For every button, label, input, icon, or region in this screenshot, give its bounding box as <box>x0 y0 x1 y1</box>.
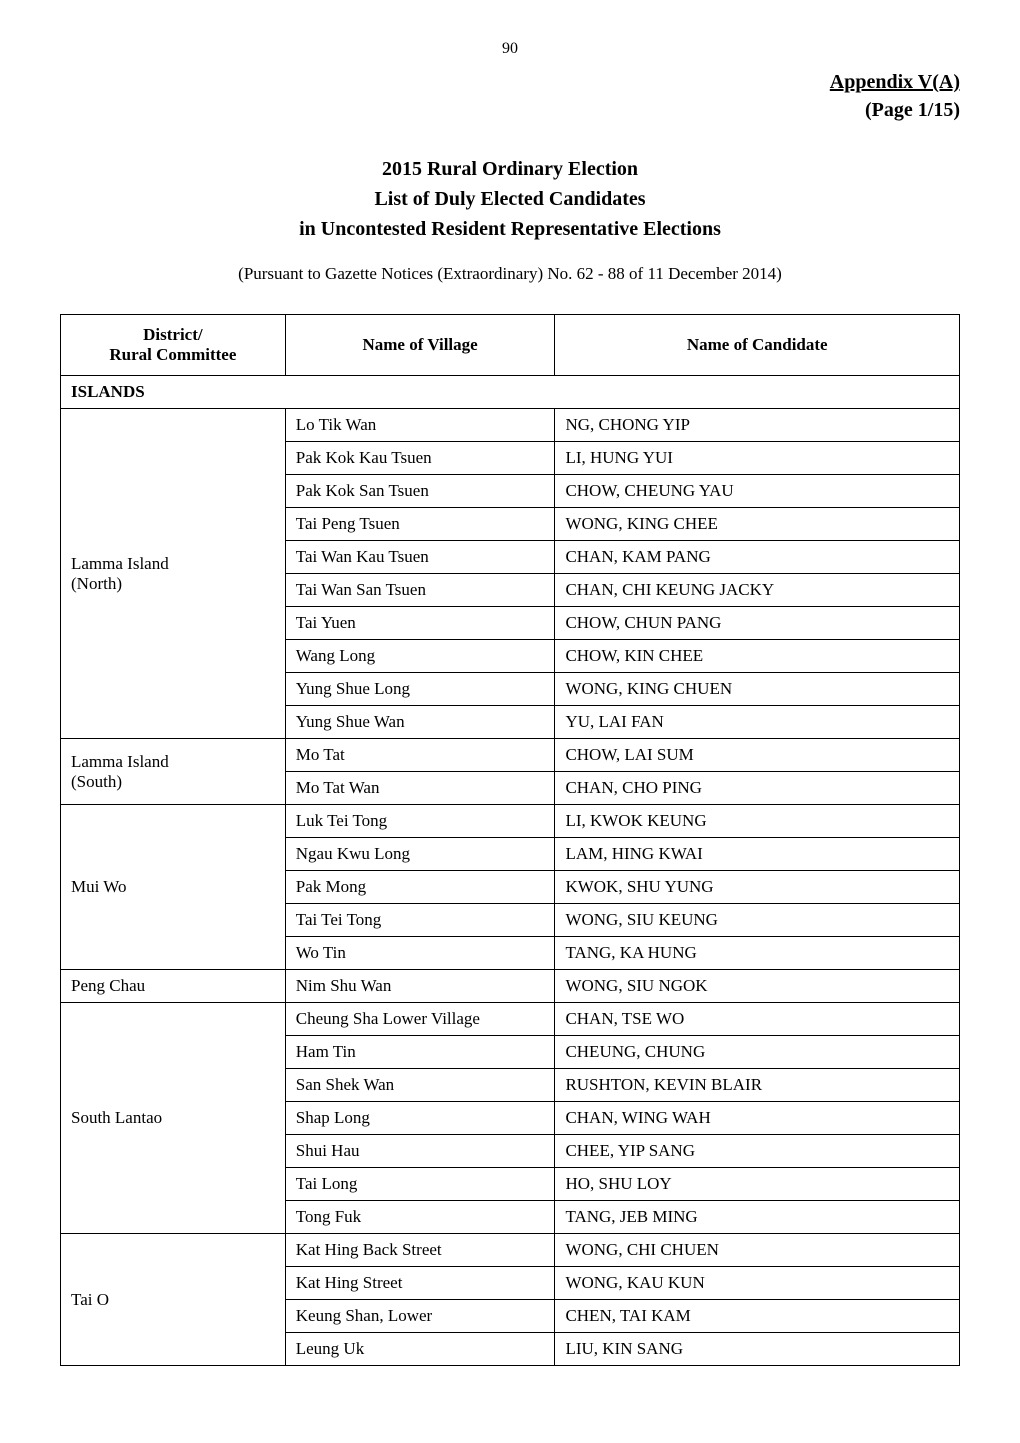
village-cell: Mo Tat Wan <box>285 772 555 805</box>
table-row: Peng Chau Nim Shu WanWONG, SIU NGOK <box>61 970 960 1003</box>
village-cell: Lo Tik Wan <box>285 409 555 442</box>
title-line-1: 2015 Rural Ordinary Election <box>382 158 638 180</box>
candidate-cell: WONG, SIU KEUNG <box>555 904 960 937</box>
candidate-cell: CHAN, TSE WO <box>555 1003 960 1036</box>
candidate-cell: CHAN, CHI KEUNG JACKY <box>555 574 960 607</box>
village-cell: Tai Wan San Tsuen <box>285 574 555 607</box>
appendix-page-label: (Page 1/15) <box>865 99 960 121</box>
candidate-cell: NG, CHONG YIP <box>555 409 960 442</box>
committee-cell: Lamma Island(North) <box>61 409 286 739</box>
village-cell: Tong Fuk <box>285 1201 555 1234</box>
village-cell: Tai Tei Tong <box>285 904 555 937</box>
table-header-row: District/ Rural Committee Name of Villag… <box>61 315 960 376</box>
gazette-note: (Pursuant to Gazette Notices (Extraordin… <box>60 264 960 284</box>
table-row: Lamma Island(North)Lo Tik WanNG, CHONG Y… <box>61 409 960 442</box>
main-title: 2015 Rural Ordinary Election List of Dul… <box>60 154 960 244</box>
village-cell: Ngau Kwu Long <box>285 838 555 871</box>
title-line-2: List of Duly Elected Candidates <box>374 188 645 210</box>
committee-name-line: South Lantao <box>71 1108 162 1127</box>
village-cell: Mo Tat <box>285 739 555 772</box>
title-line-3: in Uncontested Resident Representative E… <box>299 218 721 240</box>
candidate-cell: KWOK, SHU YUNG <box>555 871 960 904</box>
village-cell: Ham Tin <box>285 1036 555 1069</box>
district-header-row: ISLANDS <box>61 376 960 409</box>
candidate-cell: WONG, KAU KUN <box>555 1267 960 1300</box>
village-cell: Tai Wan Kau Tsuen <box>285 541 555 574</box>
village-cell: Wang Long <box>285 640 555 673</box>
committee-name-line: Lamma Island <box>71 554 169 573</box>
village-cell: Yung Shue Wan <box>285 706 555 739</box>
committee-name-line: Peng Chau <box>71 976 145 995</box>
table-row: South LantaoCheung Sha Lower VillageCHAN… <box>61 1003 960 1036</box>
table-row: Mui WoLuk Tei TongLI, KWOK KEUNG <box>61 805 960 838</box>
candidate-cell: CHAN, KAM PANG <box>555 541 960 574</box>
village-cell: Keung Shan, Lower <box>285 1300 555 1333</box>
committee-name-line: (North) <box>71 574 122 593</box>
village-cell: Yung Shue Long <box>285 673 555 706</box>
candidate-cell: LAM, HING KWAI <box>555 838 960 871</box>
candidate-cell: LI, KWOK KEUNG <box>555 805 960 838</box>
candidate-cell: TANG, KA HUNG <box>555 937 960 970</box>
candidate-cell: WONG, KING CHUEN <box>555 673 960 706</box>
village-cell: Kat Hing Back Street <box>285 1234 555 1267</box>
column-label-district-1: District/ <box>143 325 202 344</box>
candidate-cell: CHEN, TAI KAM <box>555 1300 960 1333</box>
candidate-cell: CHOW, KIN CHEE <box>555 640 960 673</box>
candidate-cell: YU, LAI FAN <box>555 706 960 739</box>
table-row: Tai OKat Hing Back StreetWONG, CHI CHUEN <box>61 1234 960 1267</box>
village-cell: Pak Kok Kau Tsuen <box>285 442 555 475</box>
candidate-cell: CHAN, CHO PING <box>555 772 960 805</box>
appendix-header: Appendix V(A) (Page 1/15) <box>60 68 960 124</box>
committee-cell: Lamma Island(South) <box>61 739 286 805</box>
village-cell: Tai Long <box>285 1168 555 1201</box>
page-number: 90 <box>60 40 960 58</box>
village-cell: Luk Tei Tong <box>285 805 555 838</box>
committee-cell: Tai O <box>61 1234 286 1366</box>
candidate-cell: CHOW, CHUN PANG <box>555 607 960 640</box>
committee-cell: Mui Wo <box>61 805 286 970</box>
committee-name-line: Mui Wo <box>71 877 126 896</box>
committee-cell: South Lantao <box>61 1003 286 1234</box>
village-cell: Pak Mong <box>285 871 555 904</box>
committee-name-line: Tai O <box>71 1290 109 1309</box>
candidate-cell: LI, HUNG YUI <box>555 442 960 475</box>
village-cell: Tai Yuen <box>285 607 555 640</box>
candidate-cell: CHOW, LAI SUM <box>555 739 960 772</box>
district-header-cell: ISLANDS <box>61 376 960 409</box>
village-cell: Pak Kok San Tsuen <box>285 475 555 508</box>
column-label-district-2: Rural Committee <box>109 345 236 364</box>
column-header-district: District/ Rural Committee <box>61 315 286 376</box>
committee-cell: Peng Chau <box>61 970 286 1003</box>
village-cell: San Shek Wan <box>285 1069 555 1102</box>
candidate-cell: CHAN, WING WAH <box>555 1102 960 1135</box>
candidate-cell: WONG, SIU NGOK <box>555 970 960 1003</box>
appendix-title: Appendix V(A) <box>830 71 960 93</box>
candidate-cell: CHOW, CHEUNG YAU <box>555 475 960 508</box>
column-header-candidate: Name of Candidate <box>555 315 960 376</box>
committee-name-line: (South) <box>71 772 122 791</box>
table-body: ISLANDSLamma Island(North)Lo Tik WanNG, … <box>61 376 960 1366</box>
table-row: Lamma Island(South)Mo TatCHOW, LAI SUM <box>61 739 960 772</box>
village-cell: Wo Tin <box>285 937 555 970</box>
candidate-cell: CHEUNG, CHUNG <box>555 1036 960 1069</box>
village-cell: Tai Peng Tsuen <box>285 508 555 541</box>
column-header-village: Name of Village <box>285 315 555 376</box>
village-cell: Shap Long <box>285 1102 555 1135</box>
candidate-cell: CHEE, YIP SANG <box>555 1135 960 1168</box>
candidate-cell: HO, SHU LOY <box>555 1168 960 1201</box>
candidates-table: District/ Rural Committee Name of Villag… <box>60 314 960 1366</box>
candidate-cell: WONG, KING CHEE <box>555 508 960 541</box>
village-cell: Leung Uk <box>285 1333 555 1366</box>
candidate-cell: RUSHTON, KEVIN BLAIR <box>555 1069 960 1102</box>
village-cell: Nim Shu Wan <box>285 970 555 1003</box>
village-cell: Shui Hau <box>285 1135 555 1168</box>
village-cell: Kat Hing Street <box>285 1267 555 1300</box>
committee-name-line: Lamma Island <box>71 752 169 771</box>
candidate-cell: LIU, KIN SANG <box>555 1333 960 1366</box>
candidate-cell: WONG, CHI CHUEN <box>555 1234 960 1267</box>
candidate-cell: TANG, JEB MING <box>555 1201 960 1234</box>
village-cell: Cheung Sha Lower Village <box>285 1003 555 1036</box>
